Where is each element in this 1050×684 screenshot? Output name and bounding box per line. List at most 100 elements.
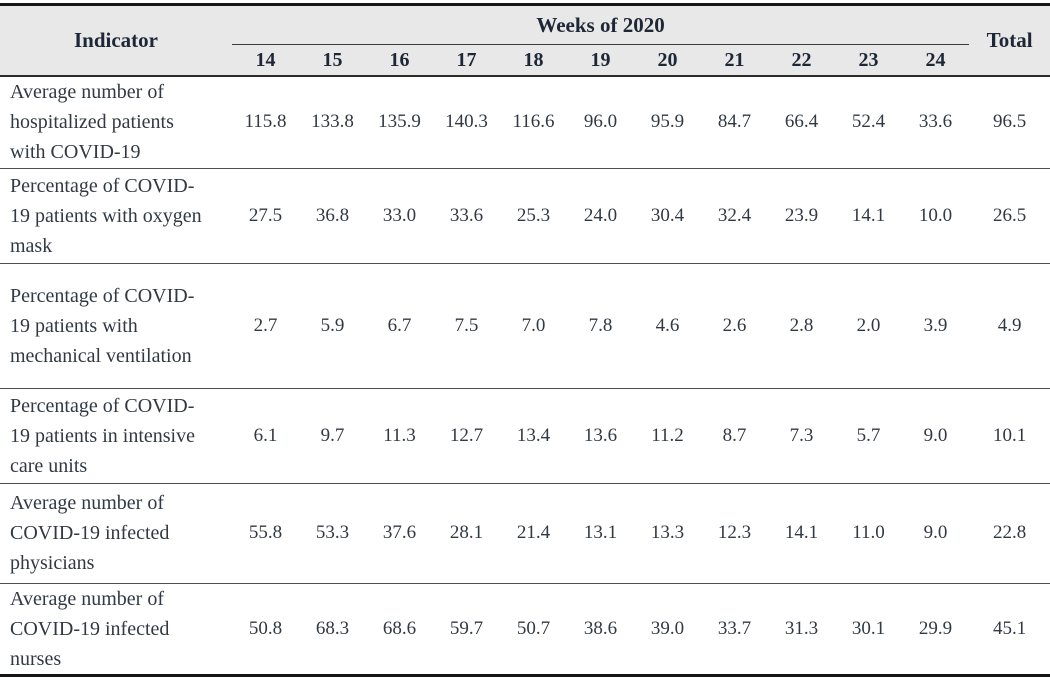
- week-value-cell: 140.3: [433, 76, 500, 169]
- week-value-cell: 133.8: [299, 76, 366, 169]
- indicator-cell: Average number of COVID-19 infected nurs…: [10, 587, 170, 670]
- week-value-cell: 95.9: [634, 76, 701, 169]
- indicator-column-header: Indicator: [0, 4, 232, 77]
- week-value-cell: 4.6: [634, 263, 701, 389]
- week-value-cell: 21.4: [500, 483, 567, 584]
- indicator-cell: Percentage of COVID-19 patients in inten…: [0, 388, 232, 484]
- week-value-cell: 11.3: [366, 388, 433, 484]
- week-value-cell: 33.0: [366, 168, 433, 264]
- week-value-cell: 84.7: [701, 76, 768, 169]
- week-value-cell: 31.3: [784, 617, 819, 639]
- week-value-cell: 6.1: [232, 388, 299, 484]
- week-value-cell: 24.0: [567, 168, 634, 264]
- week-value-cell: 14.1: [835, 168, 902, 264]
- indicator-cell: Average number of COVID-19 infected phys…: [0, 483, 232, 584]
- week-value-cell: 7.3: [768, 388, 835, 484]
- total-column-header: Total: [969, 4, 1050, 77]
- week-column-header: 21: [701, 44, 768, 77]
- week-column-header: 16: [366, 44, 433, 77]
- week-value-cell: 50.7: [516, 617, 551, 639]
- week-value-cell: 68.6: [382, 617, 417, 639]
- week-column-header: 14: [232, 44, 299, 77]
- week-value-cell: 59.7: [449, 617, 484, 639]
- table-row: Percentage of COVID-19 patients with mec…: [0, 263, 1050, 389]
- week-value-cell: 12.7: [433, 388, 500, 484]
- week-value-cell: 30.1: [851, 617, 886, 639]
- table-header: Indicator Weeks of 2020 Total 14 15 16 17 18…: [0, 4, 1050, 77]
- week-value-cell: 28.1: [433, 483, 500, 584]
- week-value-cell: 9.0: [902, 388, 970, 484]
- week-value-cell: 8.7: [701, 388, 768, 484]
- week-column-header: 17: [433, 44, 500, 77]
- week-value-cell: 13.4: [500, 388, 567, 484]
- indicator-cell: Percentage of COVID-19 patients with mec…: [0, 263, 232, 389]
- week-value-cell: 66.4: [768, 76, 835, 169]
- week-value-cell: 116.6: [500, 76, 567, 169]
- table-row: Percentage of COVID-19 patients in inten…: [0, 388, 1050, 484]
- week-value-cell: 33.6: [902, 76, 970, 169]
- week-value-cell: 68.3: [315, 617, 350, 639]
- week-numbers-row: 14 15 16 17 18 19 20 21 22 23 24: [0, 44, 1050, 77]
- week-value-cell: 135.9: [366, 76, 433, 169]
- week-value-cell: 10.0: [902, 168, 970, 264]
- week-value-cell: 11.2: [634, 388, 701, 484]
- week-column-header: 20: [634, 44, 701, 77]
- week-value-cell: 2.7: [232, 263, 299, 389]
- week-value-cell: 2.0: [835, 263, 902, 389]
- week-value-cell: 33.7: [717, 617, 752, 639]
- week-value-cell: 9.0: [902, 483, 970, 584]
- week-value-cell: 7.5: [433, 263, 500, 389]
- table-row: Percentage of COVID-19 patients with oxy…: [0, 168, 1050, 264]
- week-column-header: 18: [500, 44, 567, 77]
- week-value-cell: 30.4: [634, 168, 701, 264]
- week-value-cell: 52.4: [835, 76, 902, 169]
- indicator-cell: Average number of hospitalized patients …: [0, 76, 232, 169]
- week-value-cell: 23.9: [768, 168, 835, 264]
- week-value-cell: 55.8: [232, 483, 299, 584]
- week-value-cell: 5.9: [299, 263, 366, 389]
- total-value-cell: 26.5: [969, 168, 1050, 264]
- week-value-cell: 6.7: [366, 263, 433, 389]
- table-row: Average number of COVID-19 infected phys…: [0, 483, 1050, 584]
- week-value-cell: 38.6: [583, 617, 618, 639]
- total-value-cell: 96.5: [969, 76, 1050, 169]
- week-value-cell: 96.0: [567, 76, 634, 169]
- total-value-cell: 4.9: [969, 263, 1050, 389]
- total-value-cell: 22.8: [969, 483, 1050, 584]
- total-value-cell: 45.1: [992, 617, 1027, 639]
- week-column-header: 23: [835, 44, 902, 77]
- week-value-cell: 29.9: [918, 617, 953, 639]
- week-column-header: 15: [299, 44, 366, 77]
- week-value-cell: 13.1: [567, 483, 634, 584]
- week-value-cell: 32.4: [701, 168, 768, 264]
- total-value-cell: 10.1: [969, 388, 1050, 484]
- week-column-header: 24: [902, 44, 970, 77]
- week-value-cell: 3.9: [902, 263, 970, 389]
- week-value-cell: 13.6: [567, 388, 634, 484]
- week-value-cell: 37.6: [366, 483, 433, 584]
- table-body: Average number of hospitalized patients …: [0, 76, 1050, 675]
- week-value-cell: 5.7: [835, 388, 902, 484]
- week-value-cell: 27.5: [232, 168, 299, 264]
- week-value-cell: 14.1: [768, 483, 835, 584]
- week-value-cell: 2.6: [701, 263, 768, 389]
- week-column-header: 22: [768, 44, 835, 77]
- week-value-cell: 7.8: [567, 263, 634, 389]
- week-value-cell: 2.8: [768, 263, 835, 389]
- week-value-cell: 7.0: [500, 263, 567, 389]
- week-value-cell: 53.3: [299, 483, 366, 584]
- week-value-cell: 25.3: [500, 168, 567, 264]
- covid-weekly-indicators-table: Indicator Weeks of 2020 Total 14 15 16 17 18…: [0, 3, 1050, 677]
- header-group-row: Indicator Weeks of 2020 Total: [0, 4, 1050, 77]
- table-row: Average number of COVID-19 infected nurs…: [0, 583, 1050, 675]
- week-value-cell: 39.0: [650, 617, 685, 639]
- table-row: Average number of hospitalized patients …: [0, 76, 1050, 169]
- week-value-cell: 9.7: [299, 388, 366, 484]
- week-value-cell: 12.3: [701, 483, 768, 584]
- week-value-cell: 11.0: [835, 483, 902, 584]
- weeks-group-header: Weeks of 2020: [232, 4, 970, 45]
- week-column-header: 19: [567, 44, 634, 77]
- week-value-cell: 13.3: [634, 483, 701, 584]
- week-value-cell: 50.8: [248, 617, 283, 639]
